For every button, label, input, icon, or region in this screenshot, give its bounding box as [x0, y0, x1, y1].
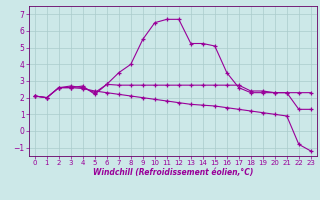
- X-axis label: Windchill (Refroidissement éolien,°C): Windchill (Refroidissement éolien,°C): [92, 168, 253, 177]
